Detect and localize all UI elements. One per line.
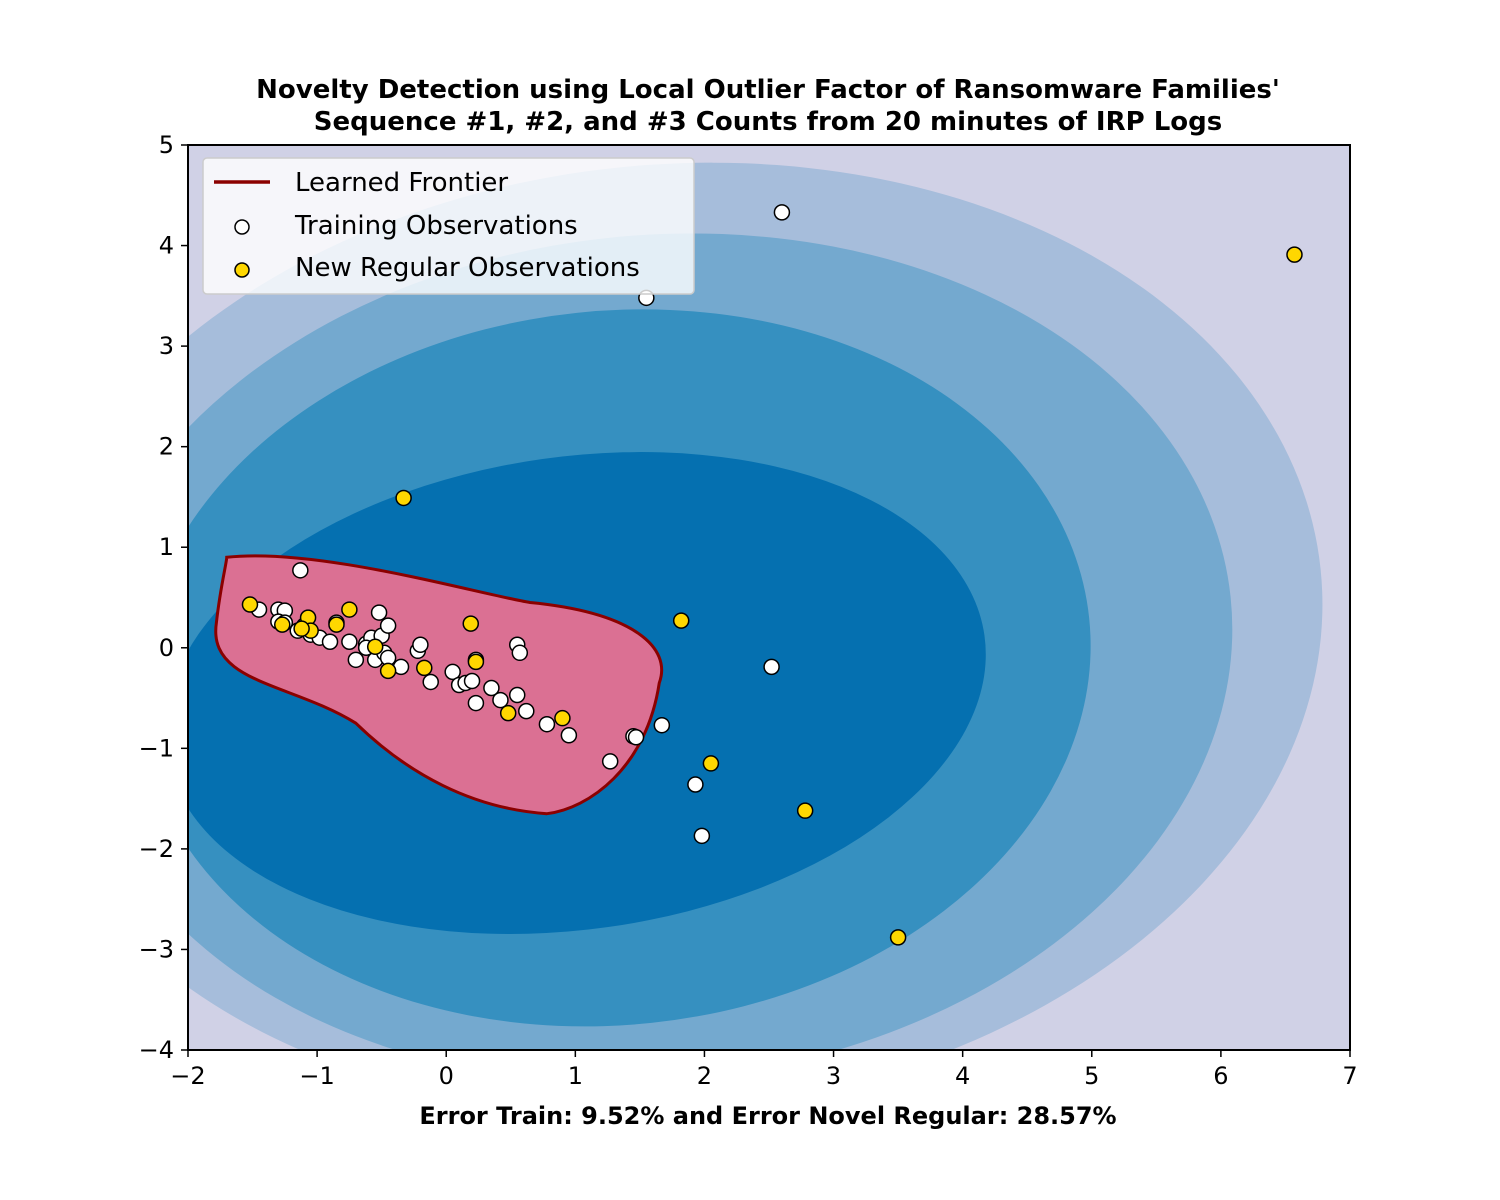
x-tick-label: 0 (439, 1062, 454, 1090)
new-regular-observation-point-5 (328, 616, 345, 633)
y-tick-label: −1 (139, 734, 174, 762)
plot-frame (187, 144, 1351, 1051)
new-regular-observation-point-18 (1286, 246, 1303, 263)
training-observation-point-31 (467, 694, 485, 712)
training-observation-point-19 (379, 617, 397, 634)
y-axis-ticks: −4 −3 −2 −1 0 1 2 3 4 5 (139, 131, 188, 1064)
training-observation-point-9 (321, 633, 339, 650)
new-regular-observation-point-12 (499, 704, 517, 722)
legend-label-training: Training Observations (294, 211, 578, 241)
new-regular-observation-point-17 (889, 929, 907, 946)
training-observation-point-16 (370, 604, 388, 621)
training-observation-point-39 (560, 727, 578, 744)
training-observation-point-33 (492, 691, 509, 709)
new-regular-observations-series (241, 246, 1303, 946)
y-tick-label: 2 (159, 433, 174, 461)
training-observation-point-35 (508, 686, 526, 704)
new-regular-observation-point-10 (462, 615, 480, 632)
new-regular-observation-point-9 (416, 659, 433, 677)
legend-training-marker (234, 219, 250, 235)
legend-label-new-regular: New Regular Observations (295, 253, 640, 283)
x-tick-label: 1 (568, 1062, 583, 1090)
legend-label-frontier: Learned Frontier (295, 168, 508, 198)
x-tick-label: 5 (1084, 1062, 1099, 1090)
y-tick-label: −4 (139, 1036, 174, 1064)
training-observation-point-38 (538, 715, 556, 733)
new-regular-observation-point-15 (702, 755, 720, 772)
training-observation-point-25 (292, 562, 309, 579)
y-tick-label: 4 (159, 232, 174, 260)
legend-new-regular-marker (234, 262, 250, 278)
learned-frontier (214, 554, 664, 816)
x-tick-label: 7 (1342, 1062, 1357, 1090)
new-regular-observation-point-11 (467, 653, 485, 671)
legend-box (202, 157, 695, 295)
training-observation-point-47 (773, 204, 791, 221)
legend: Learned Frontier Training Observations N… (202, 157, 695, 295)
training-observation-point-40 (601, 753, 619, 770)
x-tick-label: −2 (170, 1062, 205, 1090)
y-tick-label: 0 (159, 634, 174, 662)
y-tick-label: 5 (159, 131, 174, 159)
training-observation-point-44 (687, 776, 704, 793)
training-observation-point-29 (463, 672, 481, 690)
training-observation-point-46 (763, 658, 780, 676)
new-regular-observation-point-7 (366, 638, 384, 656)
training-observation-point-24 (422, 673, 439, 691)
new-regular-observation-point-8 (379, 662, 397, 680)
training-observation-point-23 (412, 636, 429, 654)
new-regular-observation-point-13 (554, 709, 571, 727)
chart-title-line-1: Novelty Detection using Local Outlier Fa… (256, 75, 1280, 105)
y-tick-label: 3 (159, 332, 174, 360)
new-regular-observation-point-0 (241, 596, 259, 613)
chart-title-line-2: Sequence #1, #2, and #3 Counts from 20 m… (314, 107, 1222, 137)
x-axis-label: Error Train: 9.52% and Error Novel Regul… (419, 1102, 1116, 1130)
decision-function-contours (188, 145, 1350, 1050)
learned-frontier-region (214, 554, 664, 816)
training-observation-point-42 (627, 729, 645, 746)
new-regular-observation-point-1 (274, 616, 291, 633)
training-observation-point-11 (341, 633, 358, 650)
x-axis-ticks: −2 −1 0 1 2 3 4 5 6 7 (170, 1050, 1358, 1090)
x-tick-label: −1 (299, 1062, 334, 1090)
new-regular-observation-point-14 (672, 612, 690, 629)
training-observation-point-12 (347, 651, 365, 669)
x-tick-label: 6 (1213, 1062, 1228, 1090)
y-tick-label: 1 (159, 533, 174, 561)
x-tick-label: 2 (697, 1062, 712, 1090)
training-observation-point-45 (693, 827, 711, 845)
training-observation-point-26 (444, 663, 461, 681)
training-observation-point-36 (511, 644, 529, 662)
new-regular-observation-point-16 (796, 802, 814, 819)
y-tick-label: −3 (139, 935, 174, 963)
training-observation-point-32 (483, 679, 500, 697)
new-regular-observation-point-4 (293, 620, 310, 637)
y-tick-label: −2 (139, 835, 174, 863)
x-tick-label: 4 (955, 1062, 970, 1090)
new-regular-observation-point-6 (341, 601, 358, 618)
x-tick-label: 3 (826, 1062, 841, 1090)
training-observation-point-43 (653, 716, 671, 734)
new-regular-observation-point-19 (395, 489, 412, 507)
observation-points (241, 204, 1303, 946)
training-observation-point-37 (518, 702, 535, 720)
